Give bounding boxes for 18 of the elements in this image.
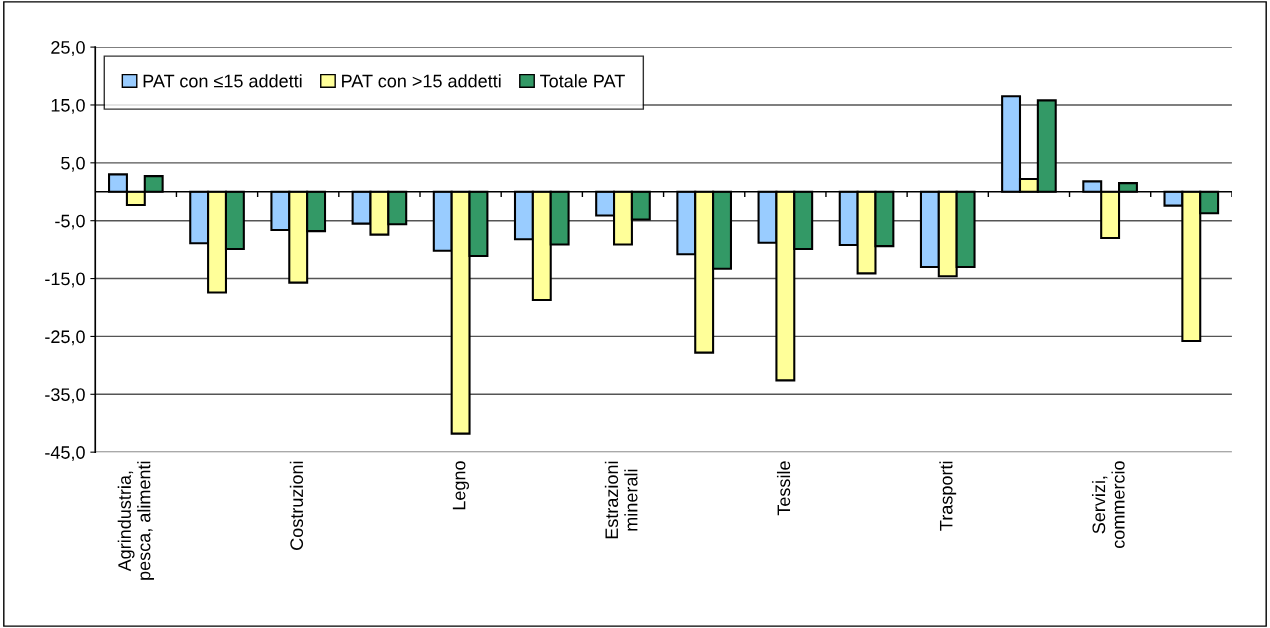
x-tick-label: Trasporti — [939, 461, 957, 531]
y-tick-label: 5,0 — [61, 156, 85, 172]
legend-label: Totale PAT — [540, 74, 625, 88]
x-tick-label: Tessile — [776, 461, 791, 516]
y-tick-label: -35,0 — [45, 388, 85, 404]
y-tick-label: -15,0 — [45, 272, 85, 288]
y-tick-label: -5,0 — [55, 214, 85, 230]
x-tick-label: Costruzioni — [289, 461, 304, 550]
x-tick-label: Agrindustria, pesca, alimenti — [117, 461, 154, 580]
x-tick-label: Legno — [452, 461, 470, 510]
x-tick-label: Servizi, commercio — [1091, 461, 1125, 549]
legend-label: PAT con >15 addetti — [342, 74, 501, 88]
legend-label: PAT con ≤15 addetti — [143, 74, 302, 88]
y-tick-label: 15,0 — [51, 98, 85, 114]
x-tick-label: Estrazioni minerali — [604, 461, 638, 539]
y-tick-label: 25,0 — [51, 41, 85, 56]
y-tick-label: -25,0 — [45, 330, 85, 346]
y-tick-label: -45,0 — [45, 446, 85, 462]
